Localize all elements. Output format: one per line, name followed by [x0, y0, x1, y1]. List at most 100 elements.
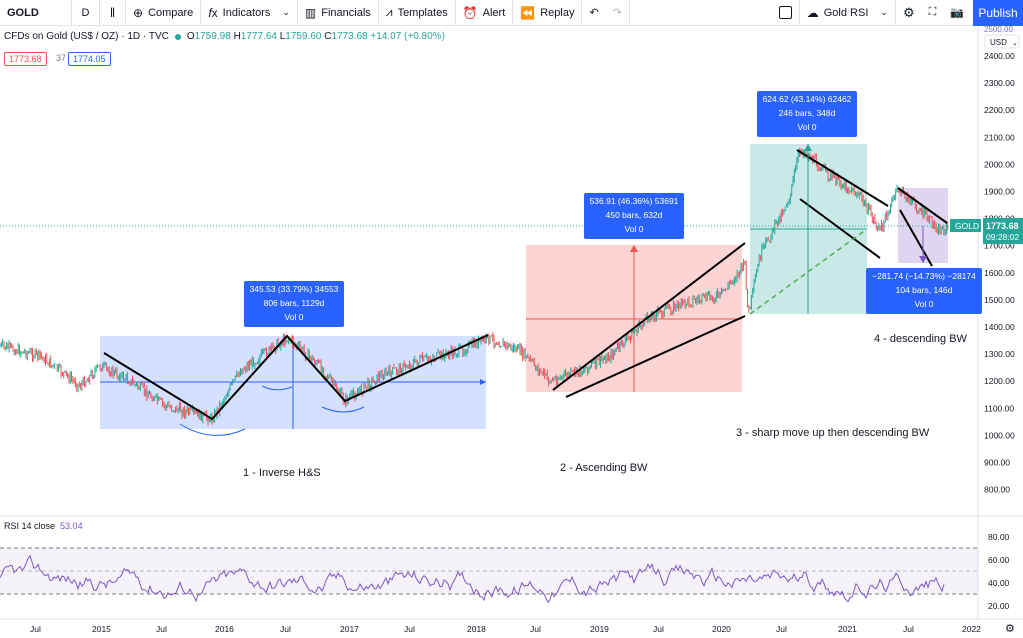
- rsi-legend[interactable]: RSI 14 close 53.04: [4, 521, 83, 531]
- interval-button[interactable]: D: [72, 0, 100, 26]
- replay-button[interactable]: ⏪ Replay: [513, 0, 583, 26]
- top-toolbar: GOLD D ǁ ⊕ Compare fx Indicators ⌄ ▥ Financi…: [0, 0, 1023, 26]
- camera-icon: 📷: [950, 7, 964, 19]
- settings-button[interactable]: ⚙: [896, 0, 922, 26]
- ask-box[interactable]: 1774.05: [68, 52, 111, 66]
- indicators-label: Indicators: [222, 6, 271, 19]
- interval-label: D: [81, 6, 90, 19]
- layout-name-label: Gold RSI: [823, 6, 869, 19]
- publish-button[interactable]: Publish: [973, 0, 1023, 26]
- bw3-lower-line[interactable]: [799, 198, 881, 259]
- price-tick-label: 1500.00: [984, 295, 1015, 305]
- undo-icon: ↶: [589, 7, 599, 19]
- undo-button[interactable]: ↶: [582, 0, 605, 26]
- price-tick-label: 1300.00: [984, 349, 1015, 359]
- rsi-tick-label: 20.00: [988, 601, 1010, 611]
- time-tick-label: Jul: [404, 624, 415, 634]
- rewind-icon: ⏪: [520, 5, 536, 20]
- measure-2-line-1: 536.91 (46.36%) 53691: [590, 196, 679, 206]
- market-status-dot: [174, 33, 181, 40]
- measure-label-2[interactable]: 536.91 (46.36%) 53691 450 bars, 632d Vol…: [584, 193, 684, 239]
- alert-button[interactable]: ⏰ Alert: [456, 0, 514, 26]
- fullscreen-button[interactable]: ⛶: [922, 0, 944, 26]
- inverse-hs-line[interactable]: [103, 334, 489, 421]
- time-tick-label: 2019: [590, 624, 609, 634]
- currency-label: USD: [990, 38, 1007, 47]
- symbol-title[interactable]: CFDs on Gold (US$ / OZ) · 1D · TVC: [4, 31, 169, 42]
- symbol-search[interactable]: GOLD: [0, 0, 72, 26]
- high-label: H: [233, 31, 241, 42]
- chart-legend: CFDs on Gold (US$ / OZ) · 1D · TVC O1759…: [4, 31, 445, 42]
- symbol-label: GOLD: [7, 6, 39, 19]
- cloud-icon: ☁: [806, 5, 819, 20]
- candles-icon: ǁ: [109, 5, 116, 20]
- trend-lines[interactable]: [103, 149, 948, 421]
- spread-value: 37: [52, 52, 71, 64]
- measure-label-4[interactable]: −281.74 (−14.73%) −28174 104 bars, 146d …: [866, 268, 982, 314]
- bw4-lower-line[interactable]: [899, 209, 933, 267]
- price-tick-label: 1100.00: [984, 403, 1014, 413]
- chevron-down-icon: ⌄: [282, 7, 290, 17]
- last-price-value: 1773.68: [986, 221, 1019, 231]
- price-tick-label: 1700.00: [984, 241, 1015, 251]
- indicators-button[interactable]: fx Indicators ⌄: [201, 0, 298, 26]
- price-tick-label: 1400.00: [984, 322, 1015, 332]
- snapshot-button[interactable]: 📷: [943, 0, 971, 26]
- time-tick-label: Jul: [156, 624, 167, 634]
- annotation-label-2[interactable]: 2 - Ascending BW: [560, 462, 648, 474]
- close-label: C: [324, 31, 332, 42]
- time-tick-label: Jul: [30, 624, 41, 634]
- price-axis[interactable]: 2400.00 2300.00 2200.00 2100.00 2000.00 1900.…: [984, 51, 1015, 495]
- currency-button[interactable]: [984, 34, 1020, 49]
- measure-label-3[interactable]: 624.62 (43.14%) 62462 246 bars, 348d Vol…: [757, 91, 857, 137]
- financials-button[interactable]: ▥ Financials: [298, 0, 379, 26]
- annotation-label-4[interactable]: 4 - descending BW: [874, 333, 968, 345]
- price-chart[interactable]: 345.53 (33.79%) 34553 806 bars, 1129d Vo…: [0, 26, 1023, 638]
- plus-circle-icon: ⊕: [133, 5, 144, 20]
- time-tick-label: 2022: [962, 624, 981, 634]
- compare-button[interactable]: ⊕ Compare: [126, 0, 202, 26]
- chart-type-button[interactable]: ǁ: [100, 0, 126, 26]
- time-axis[interactable]: Jul 2015 Jul 2016 Jul 2017 Jul 2018 Jul 2019 Jul 20…: [30, 624, 981, 634]
- bw2-upper-line[interactable]: [552, 242, 746, 391]
- templates-button[interactable]: ⩘ Templates: [379, 0, 456, 26]
- templates-icon: ⩘: [385, 5, 393, 19]
- gear-icon: ⚙: [902, 4, 915, 20]
- breakout-dashed-line: [749, 228, 868, 315]
- price-tick-label: 1200.00: [984, 376, 1015, 386]
- head-arc: [179, 423, 246, 436]
- layout-name-button[interactable]: ☁ Gold RSI ⌄: [800, 0, 896, 26]
- chevron-down-icon: ⌄: [1012, 40, 1018, 47]
- time-tick-label: 2016: [215, 624, 234, 634]
- time-tick-label: Jul: [280, 624, 291, 634]
- shoulder-left-arc: [261, 385, 293, 391]
- price-tick-label: 1000.00: [984, 430, 1015, 440]
- price-tick-label: 2400.00: [984, 51, 1015, 61]
- redo-button[interactable]: ↷: [606, 0, 630, 26]
- layout-toggle-button[interactable]: [772, 0, 800, 26]
- bw4-upper-line[interactable]: [897, 187, 948, 224]
- measure-label-1[interactable]: 345.53 (33.79%) 34553 806 bars, 1129d Vo…: [244, 281, 344, 327]
- bw2-lower-line[interactable]: [565, 315, 746, 398]
- rsi-band: [0, 548, 978, 594]
- rsi-label: RSI 14 close: [4, 521, 56, 531]
- compare-label: Compare: [148, 6, 194, 19]
- annotation-label-3[interactable]: 3 - sharp move up then descending BW: [736, 427, 930, 439]
- gear-icon[interactable]: ⚙: [1005, 623, 1015, 635]
- rsi-axis[interactable]: 80.00 60.00 40.00 20.00: [988, 532, 1010, 611]
- templates-label: Templates: [397, 6, 448, 19]
- bw3-upper-line[interactable]: [796, 149, 889, 207]
- price-tick-label: 2200.00: [984, 105, 1015, 115]
- price-tick-partial: 2500.00: [984, 26, 1013, 34]
- fullscreen-icon: ⛶: [928, 6, 937, 18]
- bid-box[interactable]: 1773.68: [4, 52, 47, 66]
- open-label: O: [186, 31, 195, 42]
- low-label: L: [279, 31, 286, 42]
- annotation-label-1[interactable]: 1 - Inverse H&S: [243, 467, 321, 479]
- time-tick-label: 2015: [92, 624, 111, 634]
- measure-3-line-3: Vol 0: [798, 122, 817, 132]
- time-tick-label: 2020: [712, 624, 731, 634]
- rsi-line[interactable]: [0, 554, 945, 604]
- last-price-label: [983, 218, 1023, 244]
- time-tick-label: Jul: [903, 624, 914, 634]
